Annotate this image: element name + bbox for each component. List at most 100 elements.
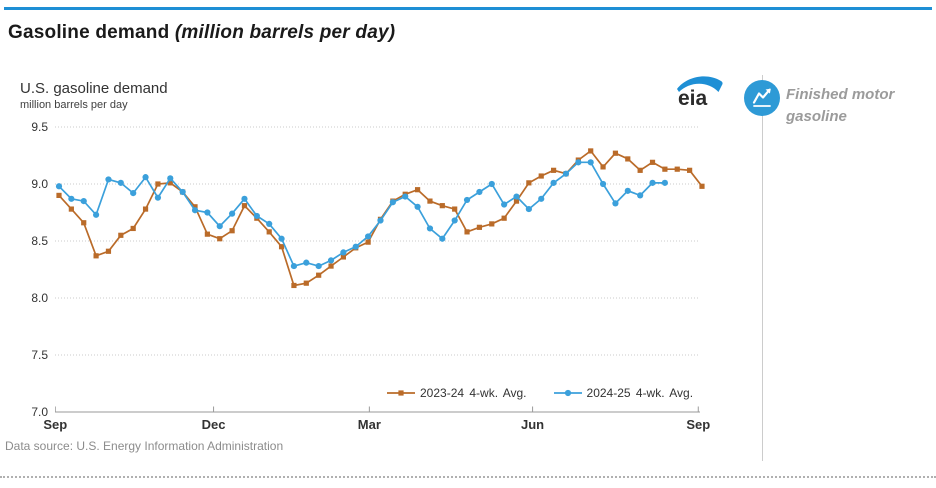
data-point [204,209,211,216]
data-point [93,253,99,259]
data-point [687,167,693,173]
y-tick-label: 7.5 [31,348,48,362]
eia-logo-text: eia [678,87,708,110]
data-point [600,164,606,170]
data-point [55,183,63,190]
data-point [192,204,198,210]
data-point [476,224,483,230]
legend-swatch-square [387,390,415,396]
data-point [92,211,100,218]
data-point [538,195,545,202]
data-point [191,207,199,214]
data-point [204,231,210,237]
data-point [241,203,248,209]
data-point [488,180,495,188]
series-line [58,161,665,268]
data-point [130,225,136,232]
x-tick-label: Mar [357,417,381,432]
top-accent-bar [4,7,932,10]
data-point [80,198,87,205]
data-point [525,205,532,213]
data-point [513,193,520,200]
data-point [637,167,643,173]
data-point [117,179,124,186]
page-title: Gasoline demand (million barrels per day… [8,22,395,44]
data-point [451,217,458,224]
y-tick-label: 7.0 [31,405,48,419]
line-chart-icon [744,80,780,116]
x-tick-label: Sep [43,417,68,432]
data-point [290,262,298,270]
data-source-note: Data source: U.S. Energy Information Adm… [5,439,284,453]
data-point [365,233,372,240]
y-tick-label: 8.0 [31,291,48,305]
data-point [105,176,112,183]
eia-swoosh-icon: eia [677,76,723,110]
data-point [291,282,297,289]
legend-item[interactable]: 2023-24 4-wk. Avg. [386,386,527,400]
data-point [278,244,285,250]
y-tick-label: 9.0 [31,177,48,191]
data-point [414,187,421,193]
data-point [599,180,607,188]
data-point [155,181,161,187]
side-panel-label: Finished motor gasoline [786,84,894,128]
data-point [637,192,644,199]
data-point [229,210,236,217]
data-point [389,199,396,206]
eia-logo: eia [676,74,724,110]
data-point [501,215,507,221]
panel-divider [762,75,763,461]
y-tick-label: 8.5 [31,234,48,248]
legend-label: 2023-24 4-wk. Avg. [420,386,527,400]
x-tick-label: Jun [521,417,545,432]
data-point [674,166,680,172]
data-point [278,235,285,242]
legend-item[interactable]: 2024-25 4-wk. Avg. [553,386,694,400]
data-point [340,249,347,256]
data-point [624,187,631,194]
data-point [340,254,346,260]
data-point [612,200,619,207]
data-point [328,263,334,269]
data-point [526,180,532,186]
data-point [699,183,705,189]
data-point [649,179,656,186]
legend-label: 2024-25 4-wk. Avg. [586,386,694,400]
plot-svg[interactable] [55,120,705,416]
data-point [414,203,421,210]
data-point [625,156,631,162]
data-point [266,220,273,227]
data-point [216,223,223,230]
data-point [452,206,458,212]
x-tick-label: Sep [686,417,711,432]
data-point [377,217,384,224]
data-point [575,159,582,166]
data-point [365,239,371,245]
data-point [105,248,112,254]
chart-subtitle: million barrels per day [20,99,128,111]
data-point [303,280,309,286]
x-tick-label: Dec [201,417,226,432]
data-point [253,212,260,220]
data-point [501,201,508,208]
data-point [538,173,544,179]
data-point [241,195,248,202]
data-point [562,170,570,177]
data-point [315,262,322,270]
data-point [439,235,446,242]
data-point [56,192,62,198]
data-point [551,167,557,173]
data-point [217,236,223,242]
data-point [266,229,272,235]
data-point [588,148,594,154]
page-title-unit: (million barrels per day) [174,22,396,43]
data-point [426,225,434,232]
data-point [649,159,656,165]
legend-swatch-circle [553,389,582,397]
data-point [352,243,359,250]
data-point [229,228,235,234]
data-point [513,198,520,204]
data-point [463,196,471,204]
